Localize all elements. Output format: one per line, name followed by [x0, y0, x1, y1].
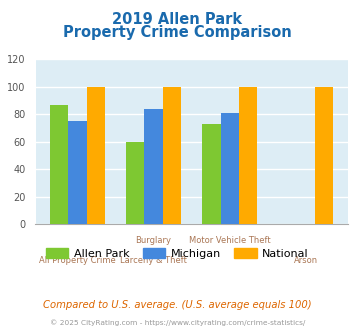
Text: Compared to U.S. average. (U.S. average equals 100): Compared to U.S. average. (U.S. average … [43, 300, 312, 310]
Text: Burglary: Burglary [136, 236, 171, 245]
Bar [239, 87, 257, 224]
Text: © 2025 CityRating.com - https://www.cityrating.com/crime-statistics/: © 2025 CityRating.com - https://www.city… [50, 319, 305, 326]
Bar [68, 121, 87, 224]
Bar [163, 87, 181, 224]
Bar [221, 113, 239, 224]
Text: Property Crime Comparison: Property Crime Comparison [63, 25, 292, 40]
Bar [144, 109, 163, 224]
Text: Larceny & Theft: Larceny & Theft [120, 256, 187, 265]
Bar [202, 124, 221, 224]
Legend: Allen Park, Michigan, National: Allen Park, Michigan, National [42, 244, 313, 263]
Bar [50, 105, 68, 224]
Text: Motor Vehicle Theft: Motor Vehicle Theft [189, 236, 271, 245]
Bar [315, 87, 333, 224]
Bar [87, 87, 105, 224]
Text: 2019 Allen Park: 2019 Allen Park [113, 12, 242, 26]
Text: Arson: Arson [294, 256, 318, 265]
Bar [126, 142, 144, 224]
Text: All Property Crime: All Property Crime [39, 256, 116, 265]
